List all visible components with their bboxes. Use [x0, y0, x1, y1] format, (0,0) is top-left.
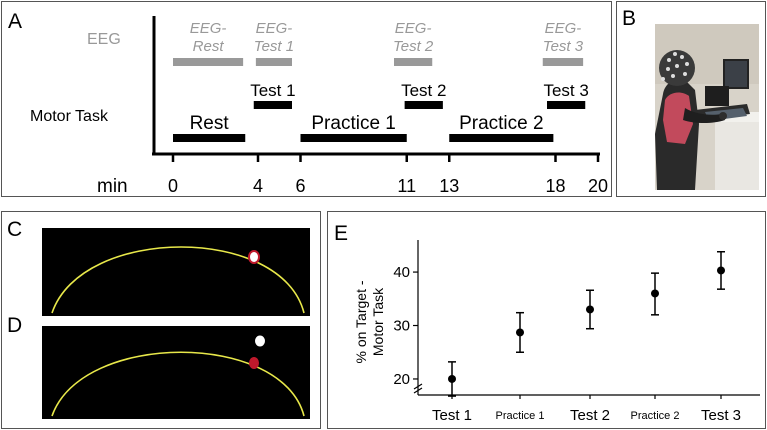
eeg-block-label-line2: Rest — [193, 38, 225, 55]
timeline-tick-label: 20 — [588, 176, 608, 196]
data-point — [586, 305, 594, 314]
panel-b-label: B — [622, 7, 637, 30]
y-tick-label: 20 — [393, 371, 410, 388]
motor-block-bar — [404, 101, 443, 109]
eeg-block-label-line1: EEG- — [395, 20, 432, 37]
x-tick-label: Practice 1 — [496, 410, 545, 422]
x-tick-label: Test 3 — [701, 407, 741, 424]
target-display-c — [42, 228, 310, 316]
accuracy-chart: E % on Target - Motor Task 20 30 40 Test 1 P… — [334, 222, 760, 424]
motor-block-label: Practice 2 — [459, 113, 543, 134]
panel-e-label: E — [334, 222, 348, 245]
x-tick-label: Test 2 — [570, 407, 610, 424]
eeg-block-label-line1: EEG- — [256, 20, 293, 37]
panel-c-label: C — [7, 218, 23, 241]
motor-block-label: Test 2 — [401, 81, 446, 100]
axis-label-min: min — [97, 176, 128, 197]
data-point — [516, 328, 524, 337]
eeg-block-label-line2: Test 1 — [254, 38, 294, 55]
data-point — [651, 289, 659, 298]
eeg-row-label: EEG — [87, 31, 121, 48]
motor-block-bar — [449, 134, 554, 142]
timeline-diagram: A EEG Motor Task min 0 4 6 11 13 18 20 EEG-Res… — [8, 10, 608, 197]
motor-block-bar — [173, 134, 246, 142]
arc-trajectory — [51, 351, 305, 417]
eeg-block-label-line2: Test 2 — [393, 38, 434, 55]
eeg-block-bar — [542, 58, 584, 66]
eeg-block-bar — [173, 58, 244, 66]
panel-a-label: A — [8, 10, 22, 33]
eeg-block-bar — [255, 58, 292, 66]
data-point — [448, 374, 456, 383]
y-tick-label: 40 — [393, 264, 410, 281]
eeg-block-label-line1: EEG- — [545, 20, 582, 37]
timeline-tick-label: 6 — [295, 176, 305, 196]
cursor-red — [249, 357, 259, 369]
y-tick-label: 30 — [393, 318, 410, 335]
motor-block-label: Practice 1 — [311, 113, 395, 134]
x-tick-label: Practice 2 — [631, 410, 680, 422]
axis-break-mark — [413, 383, 423, 390]
motor-block-label: Test 3 — [543, 81, 588, 100]
data-point — [717, 266, 725, 275]
motor-block-bar — [253, 101, 292, 109]
panel-b: B — [616, 1, 766, 197]
motor-block-bar — [300, 134, 407, 142]
x-tick-label: Test 1 — [432, 407, 472, 424]
eeg-block-label-line1: EEG- — [190, 20, 227, 37]
target-cursor-on-target — [248, 250, 260, 264]
motor-row-label: Motor Task — [30, 108, 109, 125]
timeline-tick-label: 0 — [168, 176, 178, 196]
motor-block-label: Test 1 — [250, 81, 295, 100]
panel-a: A EEG Motor Task min 0 4 6 11 13 18 20 EEG- Res… — [1, 1, 612, 197]
motor-block-bar — [547, 101, 586, 109]
panel-e: E % on Target - Motor Task 20 30 40 Test 1 P… — [327, 211, 766, 429]
timeline-tick-label: 18 — [545, 176, 565, 196]
axis-break-mark — [413, 387, 423, 394]
y-axis-label-line1: % on Target - — [353, 280, 369, 363]
arc-trajectory — [51, 246, 305, 314]
panel-c: C D — [1, 211, 321, 429]
target-white — [255, 335, 265, 347]
eeg-block-label-line2: Test 3 — [543, 38, 584, 55]
motor-block-label: Rest — [190, 113, 230, 134]
target-display-d — [42, 326, 310, 419]
timeline-tick-label: 13 — [439, 176, 459, 196]
panel-d-label: D — [7, 314, 23, 337]
y-axis-label-line2: Motor Task — [370, 287, 386, 356]
timeline-tick-label: 4 — [253, 176, 263, 196]
eeg-block-bar — [394, 58, 433, 66]
participant-photo — [655, 24, 759, 190]
timeline-tick-label: 11 — [397, 176, 416, 196]
